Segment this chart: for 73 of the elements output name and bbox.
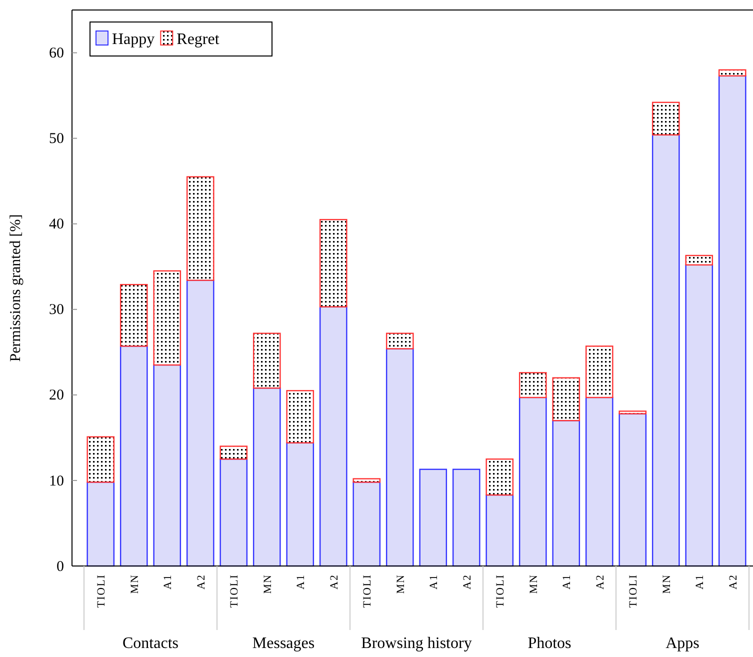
- bar: [186, 280, 214, 567]
- y-tick-label: 30: [49, 302, 64, 318]
- bar: [153, 364, 182, 567]
- x-tick-label: A2: [461, 574, 474, 590]
- bar: [685, 254, 714, 266]
- bar: [518, 396, 547, 567]
- bar: [319, 306, 348, 567]
- y-axis-title: Permissions granted [%]: [8, 214, 24, 362]
- bar: [120, 284, 148, 347]
- x-tick-label: A1: [295, 574, 308, 590]
- x-tick-label: TIOLI: [362, 574, 374, 608]
- bar: [186, 176, 214, 281]
- y-tick-label: 60: [49, 46, 64, 62]
- text: Browsing history: [361, 635, 472, 652]
- bar: [319, 218, 348, 308]
- x-tick-label: A1: [428, 574, 440, 590]
- bar: [685, 264, 714, 567]
- bar: [286, 442, 314, 567]
- bar: [153, 270, 182, 366]
- x-tick-label: TIOLI: [96, 574, 108, 608]
- bar: [718, 69, 746, 76]
- bar: [352, 482, 381, 567]
- bar: [552, 420, 580, 567]
- bar: [220, 446, 248, 460]
- bar: [86, 482, 115, 567]
- y-tick-label: 40: [49, 216, 64, 233]
- bar: [585, 346, 614, 398]
- y-tick-label: 20: [49, 388, 64, 404]
- x-tick-label: A1: [694, 574, 706, 590]
- x-tick-label: TIOLI: [628, 574, 640, 608]
- x-tick-label: A2: [727, 574, 740, 590]
- legend-label: Regret: [176, 31, 220, 48]
- x-tick-label: A1: [561, 574, 574, 590]
- bar: [618, 410, 647, 414]
- x-tick-label: A1: [162, 574, 174, 590]
- bar: [452, 468, 480, 567]
- x-tick-label: A2: [594, 574, 606, 590]
- x-tick-label: MN: [128, 574, 141, 594]
- bar: [618, 413, 647, 567]
- bar: [252, 387, 281, 567]
- y-tick-label: 50: [49, 131, 64, 148]
- legend-label: Happy: [112, 31, 155, 48]
- bar: [386, 332, 414, 350]
- bar: [486, 458, 514, 496]
- x-tick-label: TIOLI: [494, 574, 507, 608]
- text: Contacts: [122, 635, 178, 652]
- bar: [652, 134, 680, 567]
- bar: [419, 468, 448, 567]
- bar: [518, 372, 547, 398]
- bar: [652, 102, 680, 136]
- bar: [585, 396, 614, 567]
- bar: [120, 346, 148, 567]
- y-tick-label: 0: [56, 558, 64, 575]
- y-tick-label: 10: [49, 473, 64, 490]
- bar: [718, 75, 746, 567]
- x-tick-label: A2: [195, 574, 208, 590]
- x-tick-label: MN: [528, 574, 540, 594]
- bar: [386, 348, 414, 567]
- bar: [486, 494, 514, 567]
- text: Messages: [252, 635, 315, 652]
- x-tick-label: MN: [660, 574, 673, 594]
- bar: [252, 332, 281, 389]
- bar: [86, 436, 115, 483]
- x-tick-label: TIOLI: [228, 574, 241, 608]
- text: Apps: [666, 635, 700, 652]
- x-tick-label: MN: [262, 574, 274, 594]
- bar: [220, 458, 248, 567]
- bar: [352, 478, 381, 483]
- x-tick-label: MN: [394, 574, 407, 594]
- bar: [286, 390, 314, 444]
- bar: [552, 377, 580, 422]
- text: Photos: [528, 635, 572, 652]
- x-tick-label: A2: [328, 574, 340, 590]
